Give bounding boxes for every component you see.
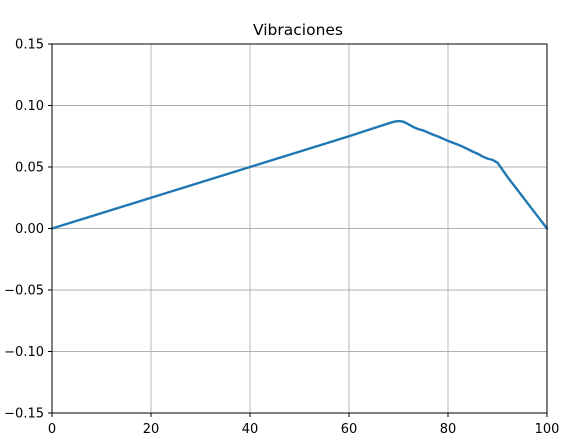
grid (52, 44, 547, 413)
x-tick-label: 20 (143, 422, 160, 437)
series-line-vibracion (52, 121, 547, 228)
x-tick-label: 60 (341, 422, 358, 437)
x-tick-label: 0 (48, 422, 56, 437)
chart-title: Vibraciones (253, 21, 343, 39)
y-tick-label: 0.05 (15, 161, 44, 176)
y-tick-label: 0.10 (15, 99, 44, 114)
x-tick-label: 100 (535, 422, 560, 437)
x-tick-label: 80 (440, 422, 457, 437)
y-tick-label: −0.05 (4, 284, 44, 299)
y-tick-label: 0.00 (15, 222, 44, 237)
y-tick-label: 0.15 (15, 38, 44, 53)
series-layer (52, 121, 547, 228)
ticks: 0 20 40 60 80 100 −0.15 −0.10 −0.05 0.00 0.05 0.10 0… (4, 38, 559, 438)
y-tick-label: −0.10 (4, 345, 44, 360)
y-tick-label: −0.15 (4, 407, 44, 422)
x-tick-label: 40 (242, 422, 259, 437)
